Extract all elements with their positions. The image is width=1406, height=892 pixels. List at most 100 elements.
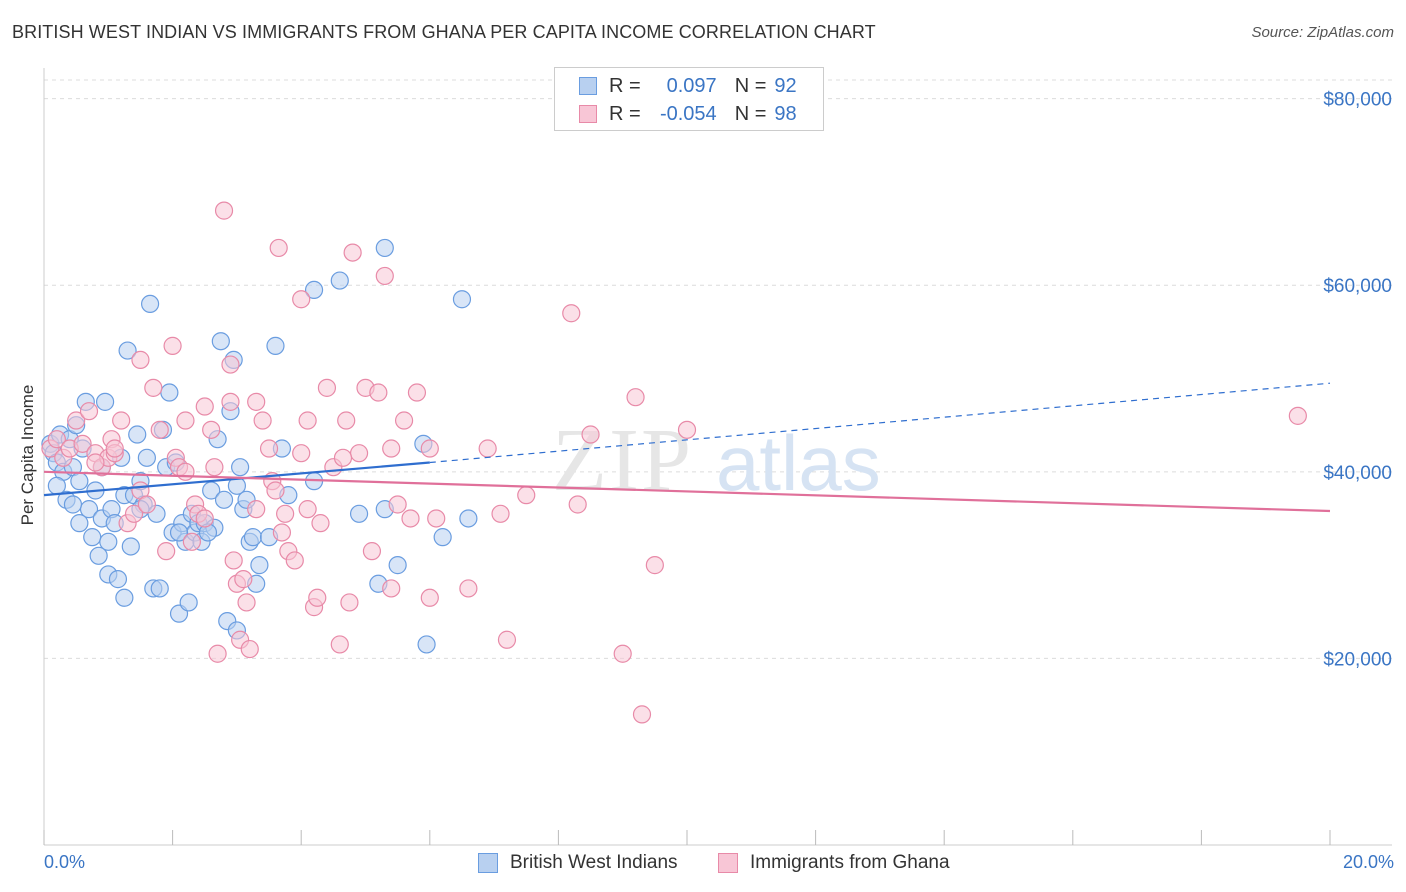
point-british-west-indians xyxy=(115,588,134,607)
x-tick-max: 20.0% xyxy=(1342,852,1394,872)
point-ghana xyxy=(362,542,382,561)
point-ghana xyxy=(401,509,420,528)
point-ghana xyxy=(276,504,295,523)
bottom-legend-label: British West Indians xyxy=(510,852,678,873)
point-ghana xyxy=(349,444,369,463)
point-ghana xyxy=(292,444,311,463)
bottom-legend-ghana: Immigrants from Ghana xyxy=(718,852,950,874)
trend-british-west-indians xyxy=(43,461,430,497)
source-label: Source: ZipAtlas.com xyxy=(1251,24,1394,41)
point-british-west-indians xyxy=(349,504,369,523)
point-ghana xyxy=(247,392,266,411)
point-ghana xyxy=(394,411,414,430)
point-british-west-indians xyxy=(304,280,324,300)
point-ghana xyxy=(124,504,144,523)
point-ghana xyxy=(581,425,600,444)
point-ghana xyxy=(79,402,99,421)
point-ghana xyxy=(253,411,272,430)
y-axis-label: Per Capita Income xyxy=(18,384,37,526)
bottom-legend-british-west-indians: British West Indians xyxy=(478,852,678,874)
y-tick-label: $40,000 xyxy=(1323,463,1392,484)
point-ghana xyxy=(214,201,234,220)
point-ghana xyxy=(86,453,105,472)
point-ghana xyxy=(224,551,243,570)
point-ghana xyxy=(626,388,645,407)
legend-swatch-blue xyxy=(579,77,597,95)
point-ghana xyxy=(330,635,349,654)
point-ghana xyxy=(478,439,497,458)
watermark-zip: ZIP xyxy=(552,411,693,510)
point-ghana xyxy=(292,290,311,309)
point-ghana xyxy=(269,238,288,258)
point-ghana xyxy=(150,420,169,439)
point-ghana xyxy=(382,439,401,458)
point-british-west-indians xyxy=(417,635,436,654)
point-ghana xyxy=(221,355,240,374)
point-british-west-indians xyxy=(330,271,349,290)
point-ghana xyxy=(1288,406,1307,425)
point-ghana xyxy=(613,644,632,663)
point-ghana xyxy=(240,639,259,659)
point-ghana xyxy=(47,430,66,449)
point-ghana xyxy=(407,383,427,402)
point-ghana xyxy=(266,481,285,500)
point-british-west-indians xyxy=(89,546,108,565)
point-ghana xyxy=(337,411,356,430)
point-ghana xyxy=(517,486,536,505)
tick-labels: $20,000 $40,000 $60,000 $80,000 xyxy=(1323,90,1392,671)
point-ghana xyxy=(343,243,362,262)
y-tick-label: $60,000 xyxy=(1323,276,1392,297)
point-ghana xyxy=(195,397,214,416)
point-british-west-indians xyxy=(108,570,128,589)
point-british-west-indians xyxy=(118,341,137,360)
point-ghana xyxy=(308,588,327,607)
point-ghana xyxy=(144,378,163,397)
legend-row-ghana: R = -0.054 N = 98 xyxy=(579,102,797,126)
bottom-legend-swatch-blue xyxy=(478,853,498,873)
point-ghana xyxy=(298,500,317,519)
point-ghana xyxy=(388,495,407,514)
point-british-west-indians xyxy=(140,294,160,314)
point-ghana xyxy=(340,593,359,612)
point-british-west-indians xyxy=(128,425,147,444)
point-ghana xyxy=(311,514,330,533)
point-ghana xyxy=(105,439,124,458)
point-ghana xyxy=(237,593,256,612)
point-british-west-indians xyxy=(211,332,230,351)
point-ghana xyxy=(459,579,478,598)
point-ghana xyxy=(205,458,224,477)
point-british-west-indians xyxy=(169,523,189,542)
y-tick-label: $80,000 xyxy=(1323,90,1392,111)
point-british-west-indians xyxy=(179,593,198,612)
point-ghana xyxy=(272,523,292,542)
point-ghana xyxy=(208,644,227,663)
point-ghana xyxy=(195,509,214,528)
trend-lines xyxy=(43,382,1331,513)
point-british-west-indians xyxy=(266,336,285,355)
point-ghana xyxy=(112,411,131,430)
x-tick-min: 0.0% xyxy=(44,852,86,872)
point-british-west-indians xyxy=(214,490,234,509)
point-ghana xyxy=(137,495,156,514)
point-british-west-indians xyxy=(388,556,407,575)
point-british-west-indians xyxy=(99,532,118,551)
trend-ghana xyxy=(43,470,1331,513)
point-british-west-indians xyxy=(160,383,179,402)
point-british-west-indians xyxy=(459,509,478,528)
point-british-west-indians xyxy=(63,495,83,514)
point-ghana xyxy=(247,500,266,519)
point-ghana xyxy=(420,439,439,458)
trend-extension-british-west-indians xyxy=(429,382,1331,464)
point-ghana xyxy=(420,588,439,607)
point-ghana xyxy=(491,504,510,523)
point-british-west-indians xyxy=(433,528,452,547)
chart-title: BRITISH WEST INDIAN VS IMMIGRANTS FROM G… xyxy=(12,22,876,42)
point-british-west-indians xyxy=(95,392,115,411)
point-british-west-indians xyxy=(83,528,102,547)
point-ghana xyxy=(375,266,394,286)
point-british-west-indians xyxy=(231,458,250,477)
point-ghana xyxy=(497,630,517,649)
point-british-west-indians xyxy=(375,238,394,258)
legend-n-value: 92 xyxy=(774,74,797,97)
